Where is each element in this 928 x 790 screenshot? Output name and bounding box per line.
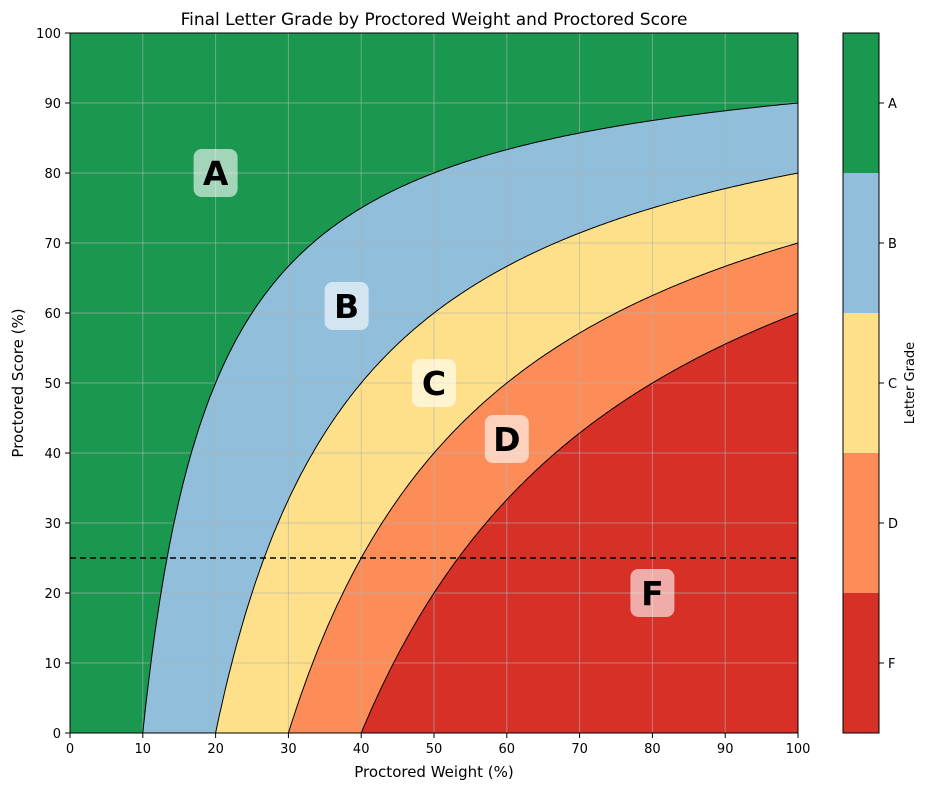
y-tick-label: 90 <box>44 97 61 112</box>
colorbar-segment-B <box>843 173 879 313</box>
colorbar-segment-C <box>843 313 879 453</box>
colorbar-tick-label: C <box>888 377 897 392</box>
label-background <box>630 569 675 617</box>
boundary-line <box>142 102 799 734</box>
y-ticks: 0 10 20 30 40 50 60 70 80 90 100 <box>36 27 70 742</box>
colorbar-segment-F <box>843 593 879 733</box>
label-background <box>193 149 238 197</box>
label-background <box>324 282 369 330</box>
x-tick-label: 90 <box>717 742 734 757</box>
y-axis-label: Proctored Score (%) <box>9 308 27 457</box>
x-tick-label: 60 <box>499 742 516 757</box>
colorbar-tick-label: F <box>888 657 895 672</box>
grade-label-C: C <box>422 364 446 403</box>
y-tick-label: 10 <box>44 657 61 672</box>
colorbar-tick-label: D <box>888 517 898 532</box>
grade-label-F: F <box>641 574 664 613</box>
x-tick-label: 30 <box>280 742 297 757</box>
x-tick-label: 20 <box>207 742 224 757</box>
grade-label-A: A <box>203 154 229 193</box>
boundary-line <box>360 312 799 734</box>
x-tick-label: 10 <box>135 742 152 757</box>
boundary-line <box>215 172 799 734</box>
colorbar-segment-A <box>843 33 879 173</box>
colorbar-label: Letter Grade <box>903 342 918 424</box>
x-tick-label: 100 <box>786 742 811 757</box>
x-ticks: 0 10 20 30 40 50 60 70 80 90 100 <box>66 733 811 757</box>
y-tick-label: 100 <box>36 27 61 42</box>
colorbar-tick-label: B <box>888 237 897 252</box>
colorbar-tick-label: A <box>888 97 897 112</box>
grade-label-B: B <box>334 287 359 326</box>
y-tick-label: 80 <box>44 167 61 182</box>
boundary-line <box>287 242 799 734</box>
x-tick-label: 70 <box>571 742 588 757</box>
grade-label-D: D <box>493 420 520 459</box>
label-background <box>412 359 456 407</box>
y-tick-label: 70 <box>44 237 61 252</box>
y-tick-label: 30 <box>44 517 61 532</box>
colorbar: F D C B A <box>842 32 898 734</box>
y-tick-label: 60 <box>44 307 61 322</box>
y-tick-label: 20 <box>44 587 61 602</box>
label-background <box>484 415 529 463</box>
x-tick-label: 80 <box>644 742 661 757</box>
boundary-lines <box>142 102 799 734</box>
x-tick-label: 0 <box>66 742 74 757</box>
y-tick-label: 0 <box>53 727 61 742</box>
colorbar-segment-D <box>843 453 879 593</box>
y-tick-label: 40 <box>44 447 61 462</box>
chart-title: Final Letter Grade by Proctored Weight a… <box>181 10 688 30</box>
grade-labels: A B C D F <box>193 149 675 617</box>
colorbar-frame <box>842 32 880 734</box>
x-axis-label: Proctored Weight (%) <box>354 763 513 781</box>
x-tick-label: 40 <box>353 742 370 757</box>
x-tick-label: 50 <box>426 742 443 757</box>
y-tick-label: 50 <box>44 377 61 392</box>
